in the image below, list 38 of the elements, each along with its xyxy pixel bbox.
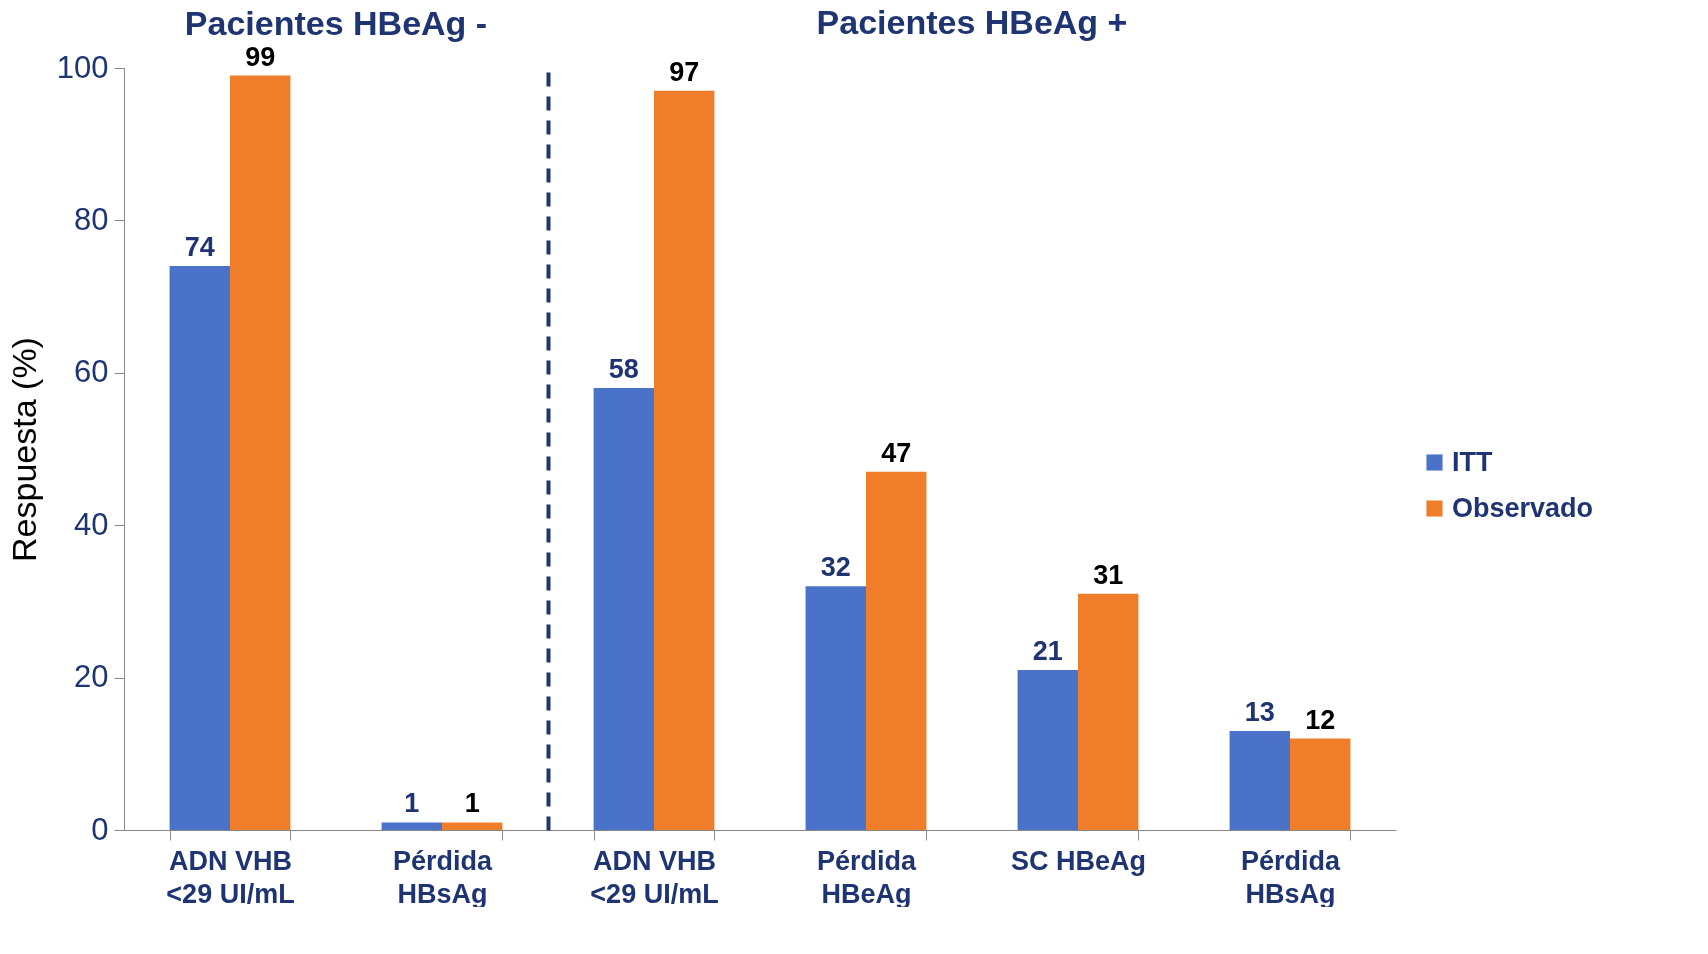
data-label: 58	[608, 354, 639, 385]
data-label: 74	[184, 232, 215, 263]
y-tick-label: 60	[74, 354, 109, 390]
data-label: 13	[1244, 696, 1275, 727]
bar	[654, 90, 715, 830]
chart-title: Pacientes HBeAg -	[184, 3, 488, 42]
bar	[1078, 593, 1139, 830]
data-label: 1	[404, 788, 420, 819]
data-label: 99	[245, 41, 276, 72]
bar	[593, 388, 654, 830]
data-label: 1	[464, 788, 480, 819]
bar	[805, 586, 866, 830]
data-label: 47	[881, 437, 912, 468]
data-label: 97	[669, 56, 700, 87]
bar	[169, 266, 230, 830]
x-tick-label: ADN VHB <29 UI/mL	[166, 845, 295, 909]
y-tick-label: 100	[56, 49, 109, 85]
legend-label: ITT	[1452, 446, 1493, 477]
y-axis-title: Respuesta (%)	[4, 337, 43, 562]
bar	[1229, 730, 1290, 830]
y-tick-label: 0	[91, 811, 109, 847]
x-tick-label: SC HBeAg	[1010, 845, 1147, 876]
legend-label: Observado	[1452, 492, 1594, 523]
data-label: 21	[1032, 635, 1063, 666]
bar	[1017, 669, 1078, 830]
y-tick-label: 20	[74, 659, 109, 695]
y-tick-label: 80	[74, 201, 109, 237]
data-label: 32	[820, 552, 851, 583]
bar	[866, 471, 927, 830]
data-label: 31	[1093, 559, 1124, 590]
x-tick-label: ADN VHB <29 UI/mL	[590, 845, 719, 909]
bar	[442, 822, 503, 830]
bar	[381, 822, 442, 830]
chart-title: Pacientes HBeAg +	[816, 2, 1128, 41]
bar	[230, 75, 291, 830]
bar	[1290, 738, 1351, 830]
y-tick-label: 40	[74, 506, 109, 542]
data-label: 12	[1305, 704, 1336, 735]
